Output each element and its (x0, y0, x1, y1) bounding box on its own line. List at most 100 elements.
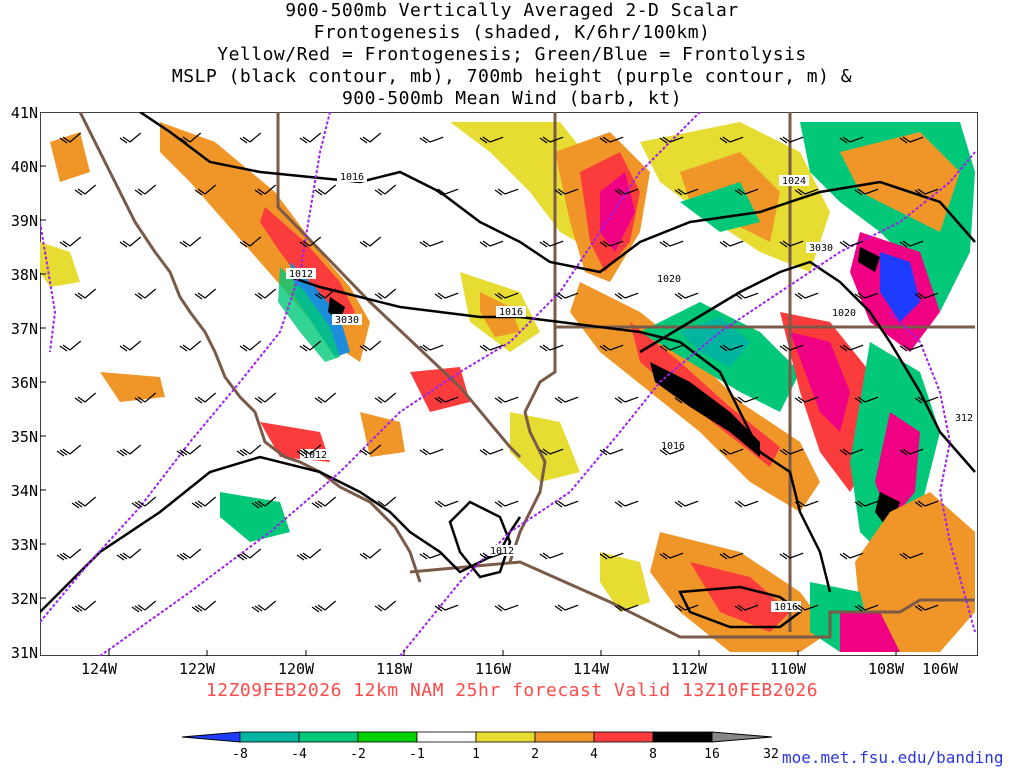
wind-barb (56, 548, 82, 561)
weather-map: 1016 1024 1012 1016 1020 1020 1016 1012 … (40, 112, 978, 656)
mslp-label: 1012 (490, 546, 514, 557)
lon-label: 124W (80, 660, 118, 678)
wind-barb (116, 444, 142, 457)
wind-barb (494, 396, 519, 404)
wind-barb (599, 240, 624, 248)
wind-barb (119, 340, 142, 352)
wind-barb (74, 184, 97, 196)
wind-barb (71, 600, 97, 613)
wind-barb (854, 604, 879, 612)
wind-barb (131, 496, 157, 509)
international-border (409, 560, 975, 639)
lat-label: 39N (10, 212, 38, 230)
wind-barb (179, 236, 202, 248)
colorbar-tick-label: 16 (704, 747, 720, 762)
wind-barb (614, 396, 639, 404)
wind-barb (839, 240, 864, 248)
lat-label: 38N (10, 266, 38, 284)
mslp-label: 1016 (499, 307, 523, 318)
wind-barb (734, 500, 759, 508)
lat-label: 32N (10, 590, 38, 608)
lat-label: 40N (10, 158, 38, 176)
wind-barb (479, 344, 504, 352)
colorbar-arrow-right (711, 731, 773, 743)
lon-label: 114W (572, 660, 610, 678)
colorbar-tick-label: 2 (531, 747, 539, 762)
wind-barb (494, 500, 519, 508)
wind-barb (479, 136, 504, 144)
mslp-label: 1012 (303, 450, 327, 461)
wind-barb (734, 188, 759, 196)
wind-barb (794, 500, 819, 508)
wind-barb (614, 292, 639, 300)
wind-barb (239, 132, 262, 144)
wind-barb (194, 288, 217, 300)
wind-barb (374, 184, 397, 196)
wind-barb (554, 500, 579, 508)
wind-barb (236, 444, 262, 457)
coastline (78, 112, 422, 583)
wind-barb (659, 240, 684, 248)
wind-barb (599, 448, 624, 456)
wind-barb (251, 496, 277, 509)
wind-barb (779, 552, 804, 560)
frontogenesis-shading (40, 122, 975, 652)
wind-barb (191, 496, 217, 509)
wind-barb (539, 344, 564, 352)
wind-barb (854, 188, 879, 196)
wind-barb (374, 600, 397, 612)
wind-barb (239, 236, 262, 248)
wind-barb (539, 136, 564, 144)
wind-barb (659, 448, 684, 456)
colorbar-tick-label: 1 (472, 747, 480, 762)
credit-url[interactable]: moe.met.fsu.edu/banding (782, 748, 1004, 767)
wind-barb (419, 240, 444, 248)
wind-barb (314, 288, 337, 300)
wind-barb (779, 136, 804, 144)
wind-barb (419, 136, 444, 144)
wind-barb (839, 136, 864, 144)
colorbar-tick-label: -8 (232, 747, 248, 762)
wind-barb (56, 444, 82, 457)
wind-barb (854, 396, 879, 404)
wind-barb (359, 548, 382, 560)
wind-barb (176, 444, 202, 457)
lat-label: 41N (10, 104, 38, 122)
colorbar-box (653, 732, 712, 742)
colorbar-box (416, 731, 477, 743)
colorbar-box (298, 731, 359, 743)
wind-barb (194, 392, 217, 404)
wind-barb (794, 396, 819, 404)
wind-barb (794, 292, 819, 300)
colorbar-boxes (181, 731, 773, 743)
title-line-2: Frontogenesis (shaded, K/6hr/100km) (313, 22, 711, 43)
lon-label: 118W (375, 660, 413, 678)
wind-barb (359, 132, 382, 144)
wind-barb (554, 188, 579, 196)
wind-barb (659, 344, 684, 352)
wind-barb (614, 500, 639, 508)
state-border-az-nv (508, 112, 557, 563)
wind-barb (74, 288, 97, 300)
colorbar-labels: -8 -4 -2 -1 1 2 4 8 16 32 (232, 747, 779, 762)
wind-barb (599, 136, 624, 144)
wind-barb (734, 604, 759, 612)
colorbar-box (475, 731, 536, 743)
wind-barb (374, 288, 397, 300)
wind-barb (914, 188, 939, 196)
geographic-borders (78, 112, 975, 639)
wind-barb (251, 600, 277, 613)
wind-barb (314, 184, 337, 196)
wind-barb (59, 236, 82, 248)
wind-barb (599, 552, 624, 560)
wind-barb (494, 292, 519, 300)
lat-label: 34N (10, 482, 38, 500)
colorbar-box (534, 731, 595, 743)
wind-barb (374, 496, 397, 508)
wind-barb (359, 236, 382, 248)
wind-barb (434, 292, 459, 300)
wind-barb (554, 292, 579, 300)
colorbar-tick-label: 32 (763, 747, 779, 762)
mslp-label: 1024 (782, 176, 806, 187)
lat-label: 33N (10, 536, 38, 554)
